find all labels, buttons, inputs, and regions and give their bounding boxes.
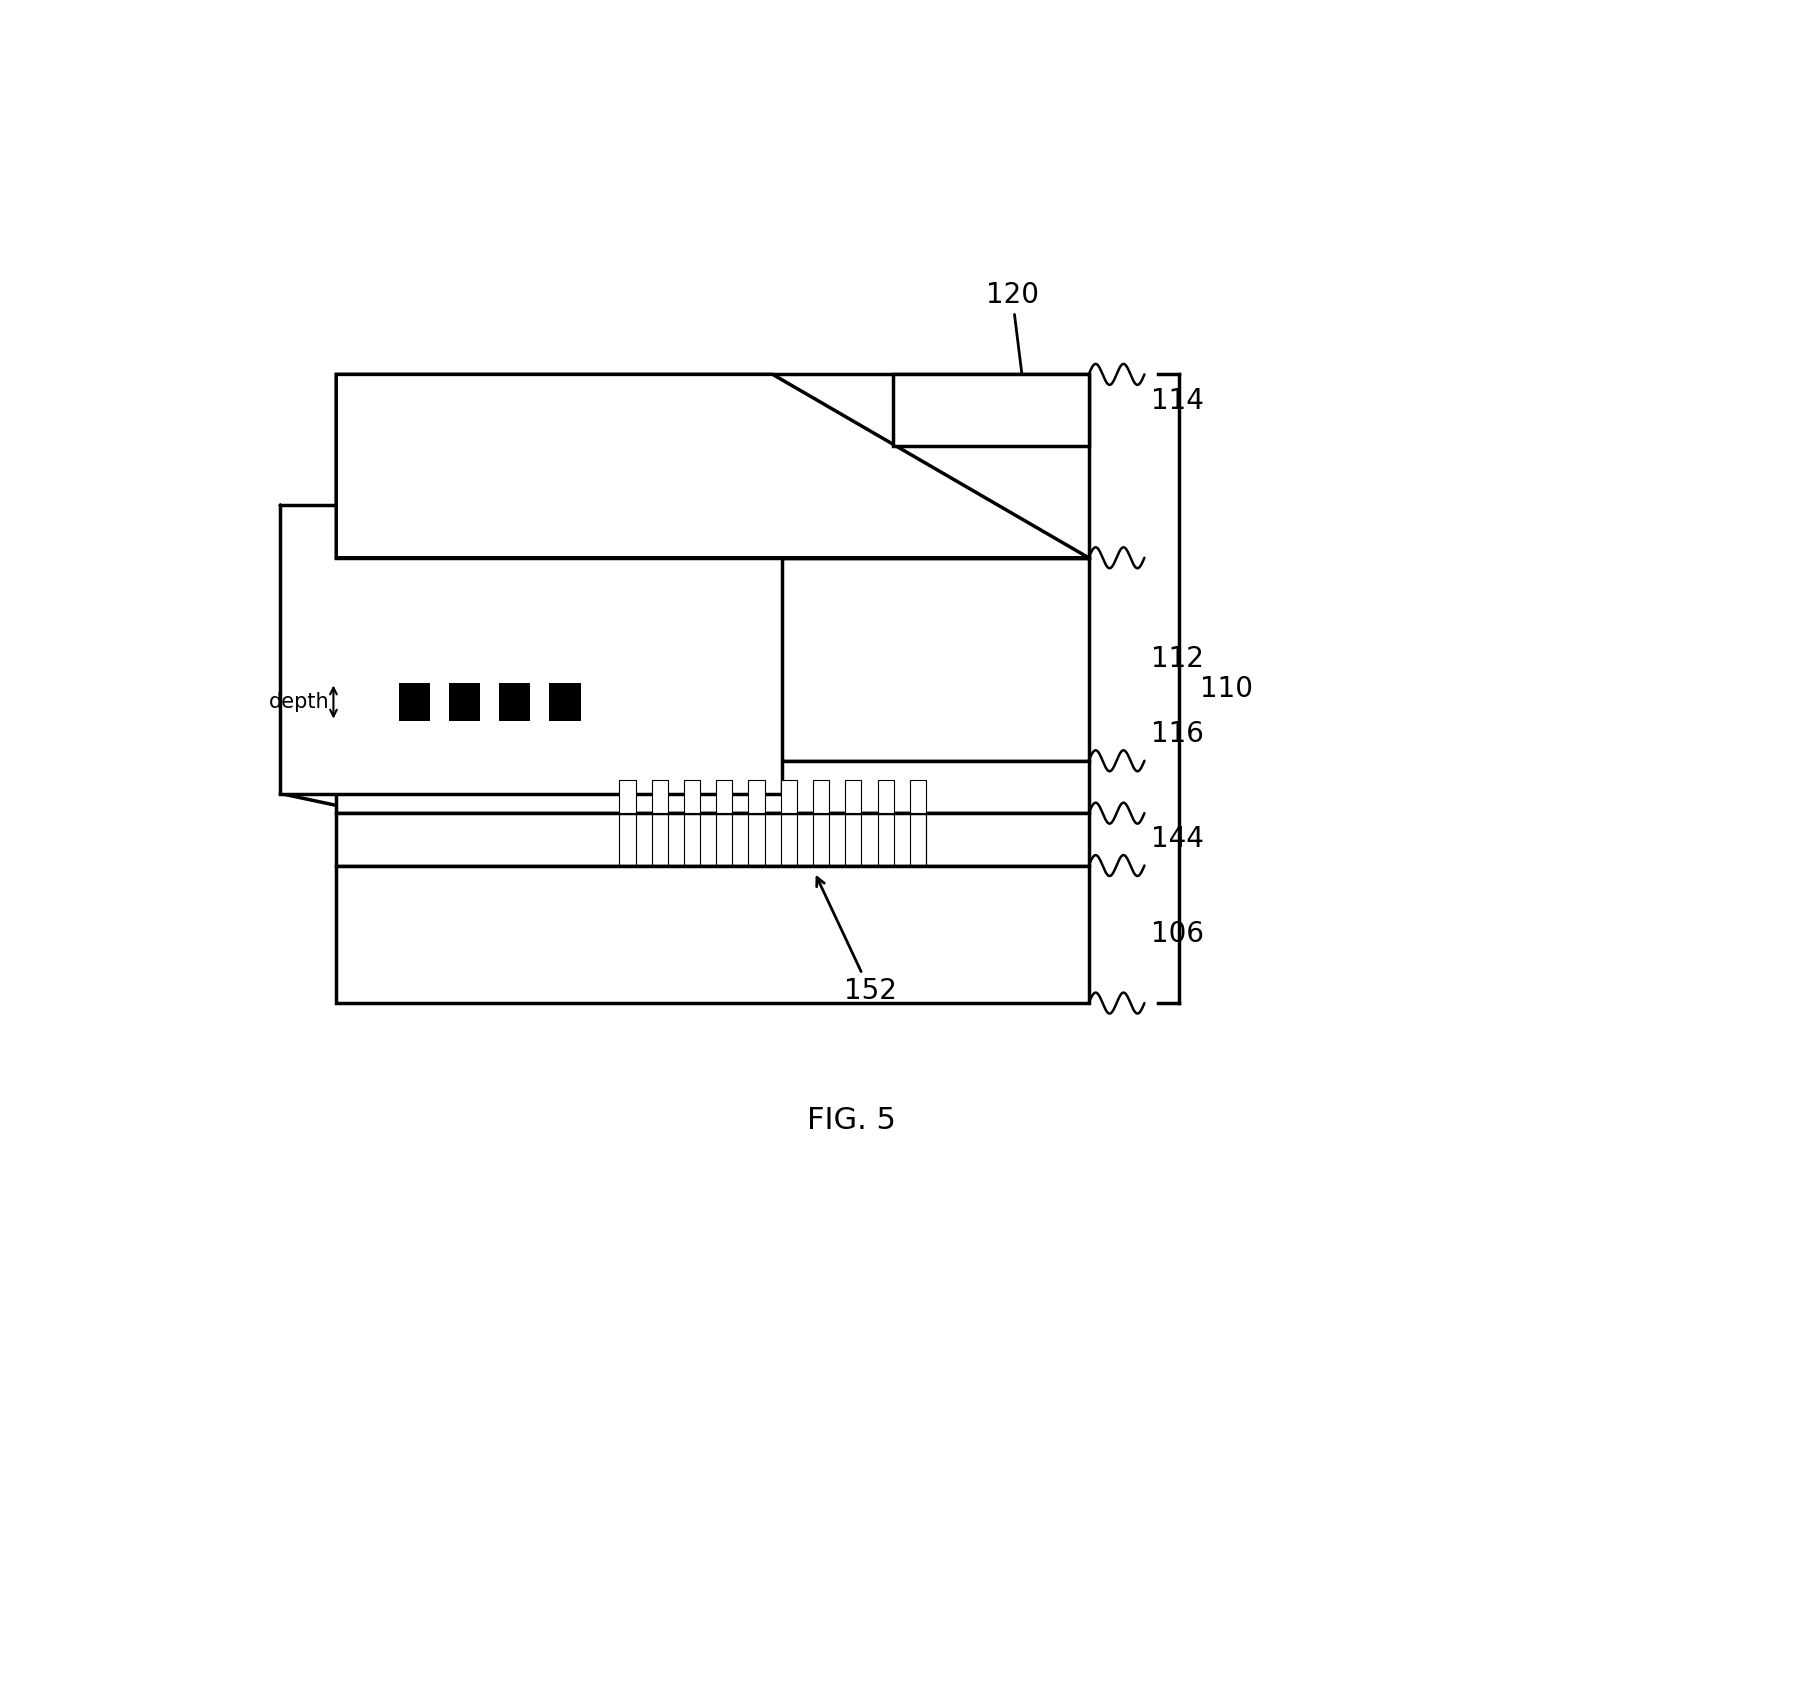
Bar — [780, 781, 797, 813]
Bar — [877, 781, 894, 813]
Bar — [845, 781, 861, 813]
Bar — [910, 781, 926, 813]
Bar — [336, 813, 1090, 866]
Text: 106: 106 — [1151, 920, 1205, 949]
Bar — [716, 781, 732, 813]
Bar — [813, 781, 829, 813]
Text: 110: 110 — [1201, 675, 1253, 703]
Bar — [336, 866, 1090, 1004]
Bar — [550, 682, 581, 721]
Bar — [399, 682, 430, 721]
Polygon shape — [894, 374, 1090, 446]
Text: FIG. 5: FIG. 5 — [807, 1106, 895, 1136]
Bar — [683, 781, 699, 813]
Bar — [748, 781, 764, 813]
Bar — [336, 760, 1090, 813]
Bar — [280, 505, 782, 793]
Text: depth: depth — [268, 692, 329, 713]
Text: pitch: pitch — [397, 507, 450, 527]
Polygon shape — [336, 374, 1090, 558]
Text: 120: 120 — [985, 281, 1039, 401]
Text: 114: 114 — [1151, 388, 1205, 415]
Text: 144: 144 — [1151, 825, 1205, 854]
Text: 116: 116 — [1151, 720, 1205, 748]
Bar — [500, 682, 530, 721]
Text: 152: 152 — [816, 878, 897, 1005]
Text: 112: 112 — [1151, 645, 1205, 674]
Bar — [619, 781, 635, 813]
Bar — [450, 682, 480, 721]
Bar — [651, 781, 667, 813]
Bar — [336, 374, 1090, 558]
Bar — [336, 558, 1090, 760]
